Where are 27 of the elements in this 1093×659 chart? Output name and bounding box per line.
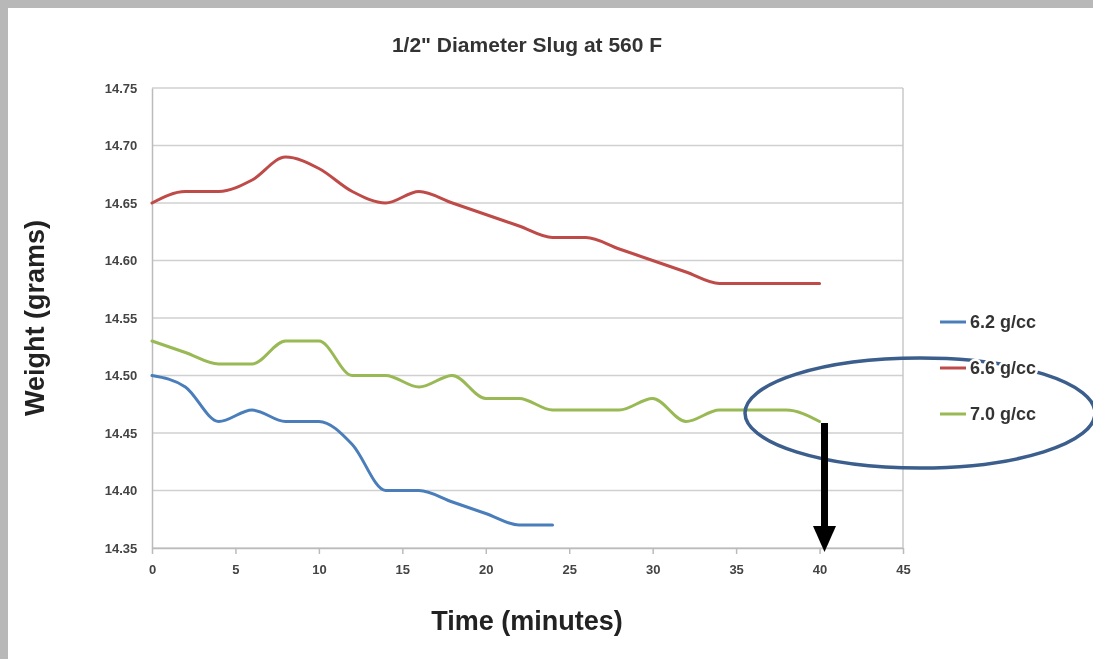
x-tick-label: 15 (395, 561, 411, 577)
y-tick-label: 14.60 (104, 253, 138, 269)
x-axis-title: Time (minutes) (431, 606, 623, 636)
x-tick-label: 45 (896, 561, 911, 577)
y-axis-title: Weight (grams) (20, 219, 50, 417)
x-tick-label: 25 (562, 561, 577, 577)
line-series (150, 374, 555, 527)
y-tick-label: 14.40 (104, 483, 138, 499)
y-tick-label: 14.55 (104, 310, 138, 326)
x-tick-label: 30 (645, 561, 661, 577)
chart-title: 1/2" Diameter Slug at 560 F (391, 33, 663, 56)
x-tick-label: 5 (232, 561, 240, 577)
x-tick-label: 0 (148, 561, 157, 577)
x-tick-label: 35 (729, 561, 744, 577)
y-tick-label: 14.70 (104, 138, 138, 154)
y-tick-label: 14.65 (104, 195, 138, 211)
y-tick-label: 14.50 (104, 368, 138, 384)
x-tick-label: 40 (812, 561, 828, 577)
line-series (150, 155, 822, 285)
y-tick-label: 14.75 (104, 80, 138, 96)
legend-label: 7.0 g/cc (970, 404, 1037, 425)
legend-label: 6.2 g/cc (970, 312, 1037, 333)
y-tick-label: 14.35 (104, 540, 138, 556)
line-series (150, 339, 822, 423)
x-tick-label: 20 (479, 561, 494, 577)
x-tick-label: 10 (312, 561, 327, 577)
y-tick-label: 14.45 (104, 425, 138, 441)
